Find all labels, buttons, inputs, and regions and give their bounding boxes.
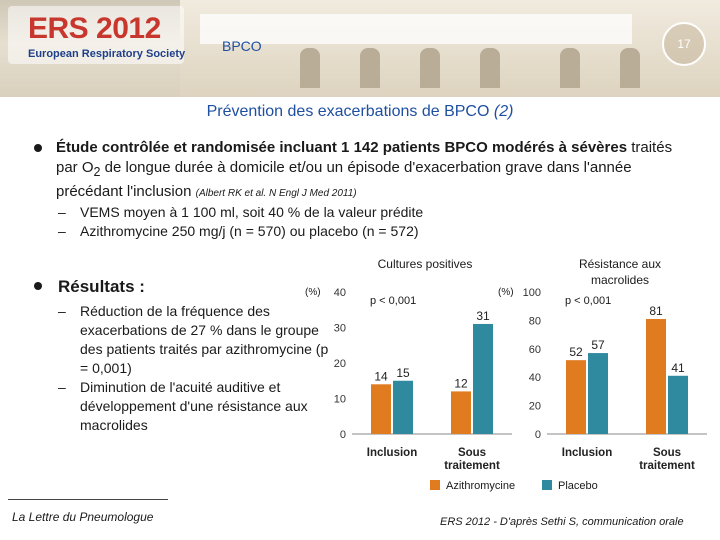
window-decor — [560, 48, 580, 88]
chart2-bar-azithromycine — [646, 318, 666, 434]
chart1-data-label: 14 — [374, 369, 388, 383]
chart2-y-tick-label: 0 — [535, 429, 541, 441]
chart2-y-tick-label: 40 — [529, 372, 541, 384]
study-text-a: traités par O — [56, 139, 673, 176]
chart1-category-label: Inclusion — [367, 447, 417, 459]
study-sub-item-text: Azithromycine 250 mg/j (n = 570) ou plac… — [80, 223, 419, 239]
chart2-y-tick-label: 60 — [529, 344, 541, 356]
window-decor — [420, 48, 440, 88]
study-sub-item: – VEMS moyen à 1 100 ml, soit 40 % de la … — [58, 203, 718, 222]
dash-mark: – — [58, 204, 66, 220]
footer-credit: ERS 2012 - D'après Sethi S, communicatio… — [440, 516, 684, 528]
legend-swatch-azithromycine — [430, 480, 440, 490]
chart1-bar-placebo — [393, 380, 413, 434]
slide-title-suffix: (2) — [493, 103, 514, 120]
chart1-bar-azithromycine — [451, 391, 471, 434]
chart2-bar-placebo — [588, 353, 608, 434]
dash-mark: – — [58, 379, 66, 395]
chart1-category-label: traitement — [444, 460, 500, 472]
dash-mark: – — [58, 223, 66, 239]
chart2-bar-azithromycine — [566, 360, 586, 434]
chart2-category-label: Inclusion — [562, 447, 612, 459]
study-subscript: 2 — [93, 165, 101, 179]
chart1-p-value: p < 0,001 — [370, 295, 417, 307]
chart1-bar-placebo — [473, 323, 493, 434]
chart2-y-tick-label: 20 — [529, 401, 541, 413]
chart2-unit: (%) — [498, 287, 514, 298]
chart2-svg: 0 20 40 60 80 100 52 57 Inclusion 81 41 Soustraitem… — [523, 287, 707, 472]
chart2-bar-placebo — [668, 375, 688, 434]
header-banner: ERS 2012 European Respiratory Society BP… — [0, 0, 720, 97]
chart1-y-tick-label: 10 — [334, 394, 346, 406]
legend-item: Azithromycine — [430, 480, 515, 492]
footer-divider — [8, 499, 168, 500]
results-item: – Réduction de la fréquence des exacerba… — [58, 302, 338, 378]
logo-background — [8, 6, 184, 64]
legend-label: Azithromycine — [446, 480, 516, 492]
results-item: – Diminution de l'acuité auditive et dév… — [58, 378, 338, 435]
chart1-y-tick-label: 20 — [334, 358, 346, 370]
window-decor — [620, 48, 640, 88]
bullet-study-description: Étude contrôlée et randomisée incluant 1… — [56, 138, 696, 204]
dash-mark: – — [58, 303, 66, 319]
study-sub-item: – Azithromycine 250 mg/j (n = 570) ou pla… — [58, 222, 718, 241]
slide-title: Prévention des exacerbations de BPCO (2) — [0, 103, 720, 121]
window-decor — [300, 48, 320, 88]
study-text-b: de longue durée à domicile et/ou un épis… — [56, 159, 632, 200]
chart1-category-label: Sous — [458, 447, 486, 459]
results-heading: Résultats : — [58, 277, 145, 296]
slide-title-text: Prévention des exacerbations de BPCO — [206, 103, 490, 120]
legend-item: Placebo — [542, 480, 598, 492]
results-list: – Réduction de la fréquence des exacerba… — [58, 302, 338, 435]
chart1-data-label: 31 — [476, 309, 490, 323]
topic-bar — [200, 14, 632, 44]
chart2-category-label: traitement — [639, 460, 695, 472]
study-sub-item-text: VEMS moyen à 1 100 ml, soit 40 % de la v… — [80, 204, 424, 220]
chart1-data-label: 12 — [454, 376, 468, 390]
chart2-title: Résistance aux macrolides — [578, 257, 662, 287]
chart2-data-label: 57 — [591, 338, 605, 352]
window-decor — [360, 48, 380, 88]
chart1-title: Cultures positives — [377, 257, 473, 271]
chart1-bar-azithromycine — [371, 384, 391, 434]
chart1-y-tick-label: 0 — [340, 429, 346, 441]
legend-swatch-placebo — [542, 480, 552, 490]
legend-label: Placebo — [558, 480, 598, 492]
study-bold-text: Étude contrôlée et randomisée incluant 1… — [56, 139, 628, 156]
chart1-unit: (%) — [305, 287, 321, 298]
chart2-category-label: Sous — [653, 447, 681, 459]
logo-subtitle: European Respiratory Society — [28, 48, 186, 60]
chart1-data-label: 15 — [396, 366, 410, 380]
window-decor — [480, 48, 500, 88]
chart1-y-tick-label: 40 — [334, 287, 346, 299]
logo-title: ERS 2012 — [28, 12, 161, 45]
chart2-y-tick-label: 100 — [523, 287, 541, 299]
results-item-text: Diminution de l'acuité auditive et dével… — [80, 379, 308, 433]
page-number: 17 — [662, 22, 706, 66]
study-reference: (Albert RK et al. N Engl J Med 2011) — [195, 188, 357, 199]
bullet-dot — [34, 282, 42, 290]
chart2-data-label: 52 — [569, 345, 583, 359]
footer-source: La Lettre du Pneumologue — [12, 510, 154, 524]
bullet-dot — [34, 144, 42, 152]
chart2-data-label: 81 — [649, 304, 663, 318]
chart2-y-tick-label: 80 — [529, 315, 541, 327]
chart2-p-value: p < 0,001 — [565, 295, 612, 307]
results-item-text: Réduction de la fréquence des exacerbati… — [80, 303, 329, 376]
chart1-y-tick-label: 30 — [334, 323, 346, 335]
chart2-data-label: 41 — [671, 361, 685, 375]
topic-label: BPCO — [222, 38, 262, 54]
